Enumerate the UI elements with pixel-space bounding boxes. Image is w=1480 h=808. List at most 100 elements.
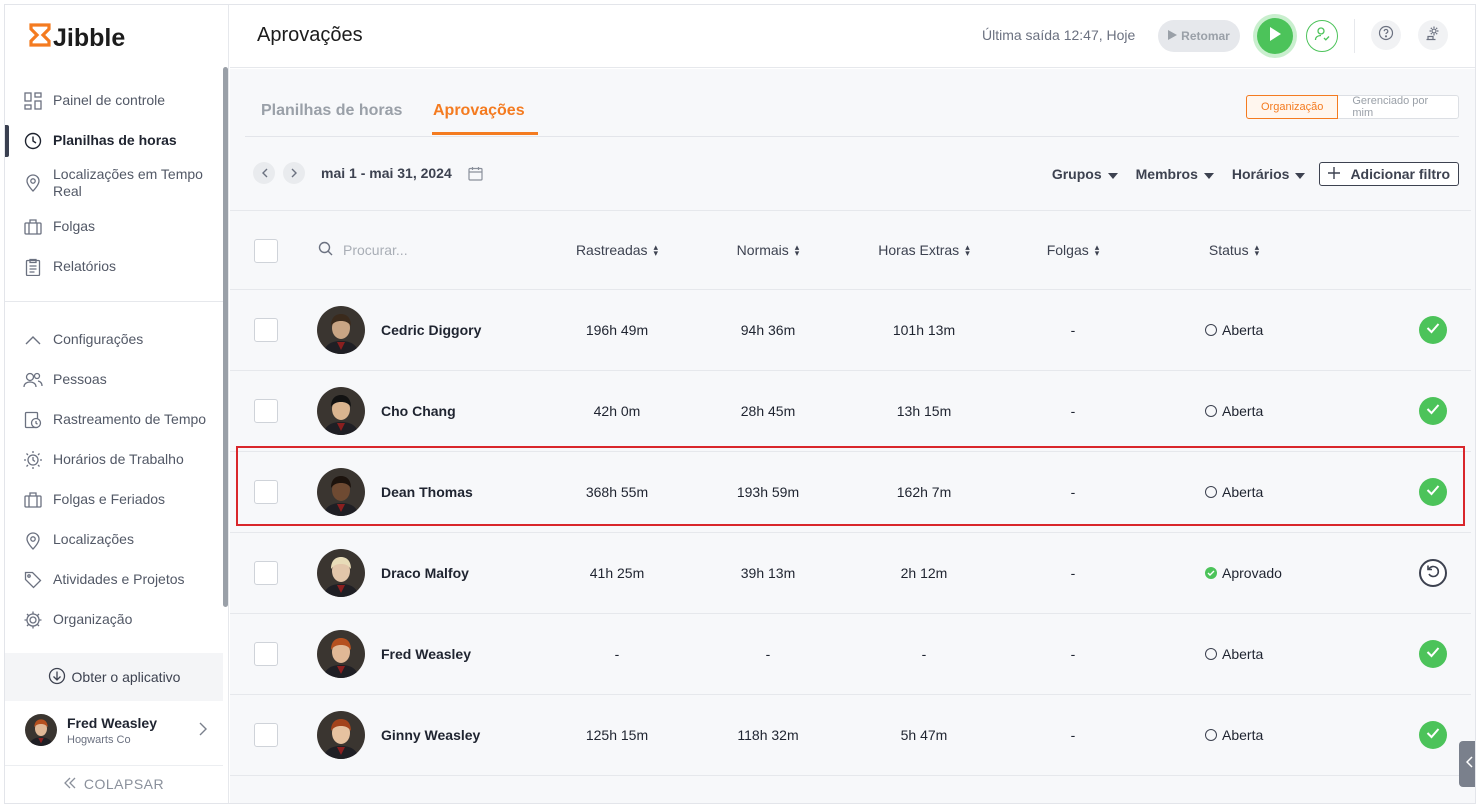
approve-button[interactable] bbox=[1419, 478, 1447, 506]
undo-approval-button[interactable] bbox=[1419, 559, 1447, 587]
schedules-filter-label: Horários bbox=[1231, 166, 1290, 182]
schedules-filter[interactable]: Horários bbox=[1232, 166, 1306, 182]
sidebar-item-label: Painel de controle bbox=[53, 92, 166, 108]
approve-button[interactable] bbox=[1419, 721, 1447, 749]
sidebar-item-reports[interactable]: Relatórios bbox=[5, 257, 223, 277]
groups-filter[interactable]: Grupos bbox=[1052, 166, 1118, 182]
member-name[interactable]: Draco Malfoy bbox=[381, 565, 469, 581]
clock-in-member-button[interactable] bbox=[1306, 20, 1338, 52]
map-pin-icon bbox=[23, 172, 43, 192]
plus-icon bbox=[1328, 166, 1341, 182]
status-label: Aberta bbox=[1222, 646, 1264, 662]
row-checkbox[interactable] bbox=[254, 399, 278, 423]
member-name[interactable]: Cedric Diggory bbox=[381, 322, 482, 338]
logo-text: Jibble bbox=[53, 24, 126, 52]
prev-period-button[interactable] bbox=[253, 162, 275, 184]
member-name[interactable]: Cho Chang bbox=[381, 403, 456, 419]
help-button[interactable] bbox=[1371, 20, 1401, 50]
col-regular[interactable]: Normais ▴ ▾ bbox=[737, 242, 800, 258]
check-icon bbox=[1426, 321, 1440, 339]
time-off-hours: - bbox=[1070, 403, 1076, 419]
sidebar-item-live-locations[interactable]: Localizações em Tempo Real bbox=[5, 166, 223, 200]
regular-hours: 39h 13m bbox=[740, 565, 796, 581]
row-checkbox[interactable] bbox=[254, 318, 278, 342]
user-name: Fred Weasley bbox=[67, 714, 158, 731]
members-filter[interactable]: Membros bbox=[1136, 166, 1214, 182]
tab-approvals[interactable]: Aprovações bbox=[433, 102, 525, 119]
tracked-hours: - bbox=[614, 646, 620, 662]
row-checkbox[interactable] bbox=[254, 480, 278, 504]
sidebar-item-timesheets[interactable]: Planilhas de horas bbox=[5, 131, 223, 151]
side-panel-toggle[interactable] bbox=[1459, 741, 1475, 787]
table-row[interactable]: Cedric Diggory 196h 49m 94h 36m 101h 13m - Ab… bbox=[230, 290, 1471, 371]
tracked-hours: 42h 0m bbox=[593, 403, 641, 419]
table-row[interactable]: Ginny Weasley 125h 15m 118h 32m 5h 47m - Aber… bbox=[230, 695, 1471, 776]
approve-button[interactable] bbox=[1419, 316, 1447, 344]
collapse-sidebar-button[interactable]: COLAPSAR bbox=[5, 765, 223, 801]
overtime-hours: 2h 12m bbox=[900, 565, 948, 581]
approve-button[interactable] bbox=[1419, 640, 1447, 668]
col-tracked[interactable]: Rastreadas ▴ ▾ bbox=[576, 242, 658, 258]
scope-managed-button[interactable]: Gerenciado por mim bbox=[1352, 95, 1429, 119]
next-period-button[interactable] bbox=[283, 162, 305, 184]
sidebar-scrollbar[interactable] bbox=[223, 67, 228, 607]
member-name[interactable]: Dean Thomas bbox=[381, 484, 473, 500]
main-content: Planilhas de horas Aprovações Organizaçã… bbox=[230, 69, 1475, 803]
clipboard-icon bbox=[23, 257, 43, 277]
resume-button[interactable]: Retomar bbox=[1158, 20, 1240, 52]
sidebar-item-activities[interactable]: Atividades e Projetos bbox=[5, 570, 223, 590]
sidebar-item-work-schedules[interactable]: Horários de Trabalho bbox=[5, 450, 223, 470]
calendar-icon[interactable] bbox=[468, 166, 483, 181]
sidebar-item-dashboard[interactable]: Painel de controle bbox=[5, 91, 223, 111]
regular-hours: 118h 32m bbox=[737, 727, 799, 743]
sidebar-item-people[interactable]: Pessoas bbox=[5, 370, 223, 390]
table-row[interactable]: Cho Chang 42h 0m 28h 45m 13h 15m - Aberta bbox=[230, 371, 1471, 452]
row-checkbox[interactable] bbox=[254, 723, 278, 747]
sidebar-item-time-off[interactable]: Folgas bbox=[5, 217, 223, 237]
get-app-button[interactable]: Obter o aplicativo bbox=[5, 653, 223, 701]
member-name[interactable]: Ginny Weasley bbox=[381, 727, 481, 743]
approve-button[interactable] bbox=[1419, 397, 1447, 425]
sidebar-item-settings-toggle[interactable]: Configurações bbox=[5, 330, 223, 350]
clock-in-button[interactable] bbox=[1257, 18, 1293, 54]
open-circle-icon bbox=[1205, 486, 1217, 498]
status-badge: Aberta bbox=[1205, 727, 1263, 743]
tracked-hours: 196h 49m bbox=[585, 322, 649, 338]
app-window: Jibble Painel de controle Planilhas de h… bbox=[4, 4, 1476, 804]
user-profile[interactable]: Fred Weasley Hogwarts Co bbox=[5, 702, 223, 758]
sidebar-item-time-tracking[interactable]: Rastreamento de Tempo bbox=[5, 410, 223, 430]
tracked-hours: 368h 55m bbox=[585, 484, 649, 500]
tab-timesheets[interactable]: Planilhas de horas bbox=[261, 102, 403, 119]
row-checkbox[interactable] bbox=[254, 642, 278, 666]
scope-organization-button[interactable]: Organização bbox=[1246, 95, 1339, 119]
date-range[interactable]: mai 1 - mai 31, 2024 bbox=[321, 165, 452, 181]
member-name[interactable]: Fred Weasley bbox=[381, 646, 472, 662]
sidebar-item-locations[interactable]: Localizações bbox=[5, 530, 223, 550]
search-field[interactable]: Procurar... bbox=[318, 241, 408, 259]
select-all-checkbox[interactable] bbox=[254, 239, 278, 263]
sort-icon: ▴ ▾ bbox=[653, 242, 659, 258]
sun-clock-icon bbox=[23, 450, 43, 470]
table-row[interactable]: Fred Weasley - - - - Aberta bbox=[230, 614, 1471, 695]
search-input[interactable]: Procurar... bbox=[343, 242, 408, 258]
avatar bbox=[317, 468, 365, 516]
sidebar-item-holidays[interactable]: Folgas e Feriados bbox=[5, 490, 223, 510]
col-timeoff[interactable]: Folgas ▴ ▾ bbox=[1047, 242, 1100, 258]
table-row[interactable]: Draco Malfoy 41h 25m 39h 13m 2h 12m - Aprovad… bbox=[230, 533, 1471, 614]
account-settings-button[interactable] bbox=[1418, 20, 1448, 50]
col-status[interactable]: Status ▴ ▾ bbox=[1209, 242, 1259, 258]
col-overtime[interactable]: Horas Extras ▴ ▾ bbox=[878, 242, 969, 258]
regular-hours: 94h 36m bbox=[740, 322, 796, 338]
sidebar-divider bbox=[5, 301, 229, 302]
status-label: Aberta bbox=[1222, 322, 1264, 338]
sidebar: Jibble Painel de controle Planilhas de h… bbox=[5, 5, 229, 803]
overtime-hours: 5h 47m bbox=[900, 727, 948, 743]
open-circle-icon bbox=[1205, 405, 1217, 417]
status-badge: Aberta bbox=[1205, 646, 1263, 662]
table-row[interactable]: Dean Thomas 368h 55m 193h 59m 162h 7m - Abert… bbox=[230, 452, 1471, 533]
toolbar-divider bbox=[1354, 19, 1355, 53]
logo[interactable]: Jibble bbox=[29, 23, 125, 54]
sidebar-item-organization[interactable]: Organização bbox=[5, 610, 223, 630]
add-filter-button[interactable]: Adicionar filtro bbox=[1319, 162, 1459, 186]
row-checkbox[interactable] bbox=[254, 561, 278, 585]
